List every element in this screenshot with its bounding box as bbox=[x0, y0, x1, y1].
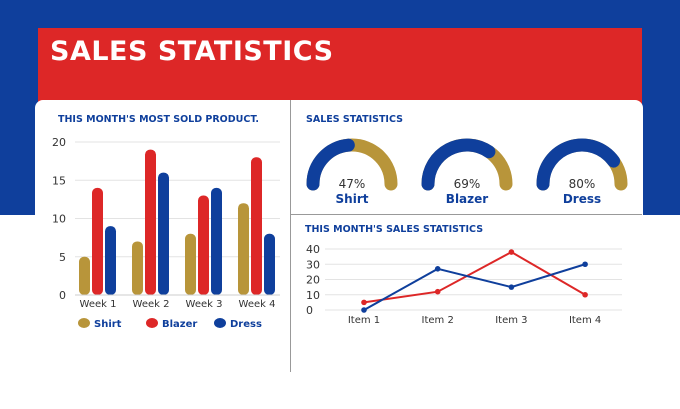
line-y-tick: 10 bbox=[306, 289, 320, 302]
gauge-label: Blazer bbox=[446, 192, 488, 206]
horizontal-divider bbox=[290, 214, 642, 215]
line-y-tick: 20 bbox=[306, 274, 320, 287]
line-y-tick: 0 bbox=[306, 304, 313, 317]
legend-label-dress: Dress bbox=[230, 319, 262, 330]
line-point bbox=[582, 261, 588, 268]
bar-x-tick: Week 1 bbox=[80, 299, 117, 310]
legend-label-shirt: Shirt bbox=[94, 319, 122, 330]
bar-dress bbox=[211, 187, 222, 295]
line-point bbox=[361, 307, 367, 313]
line-point bbox=[361, 299, 367, 306]
gauge-label: Shirt bbox=[336, 192, 369, 206]
line-point bbox=[434, 266, 441, 272]
bar-y-tick: 5 bbox=[59, 251, 66, 264]
gauge-fill-shirt bbox=[306, 138, 355, 191]
legend-marker-dress bbox=[214, 318, 226, 328]
legend-marker-blazer bbox=[146, 318, 158, 328]
line-series-0 bbox=[363, 250, 586, 304]
bar-blazer bbox=[251, 157, 262, 295]
bar-shirt bbox=[185, 233, 196, 295]
line-y-tick: 40 bbox=[306, 243, 320, 256]
bar-y-tick: 15 bbox=[52, 174, 66, 187]
gauge-fill-blazer bbox=[421, 138, 496, 191]
bar-y-tick: 20 bbox=[52, 136, 66, 149]
bar-shirt bbox=[79, 256, 90, 295]
bar-dress bbox=[105, 226, 116, 295]
bar-blazer bbox=[198, 195, 209, 295]
bar-shirt bbox=[132, 241, 143, 295]
bar-dress bbox=[158, 172, 169, 295]
gauge-fill-dress bbox=[536, 138, 621, 191]
line-point bbox=[582, 291, 588, 298]
bar-x-tick: Week 3 bbox=[186, 299, 223, 310]
legend-label-blazer: Blazer bbox=[162, 319, 197, 330]
gauge-label: Dress bbox=[563, 192, 601, 206]
title-banner: SALES STATISTICS bbox=[38, 28, 642, 108]
bar-blazer bbox=[92, 187, 103, 295]
line-x-tick: Item 2 bbox=[422, 315, 454, 326]
bar-shirt bbox=[238, 203, 249, 295]
gauge-percent: 47% bbox=[339, 177, 366, 191]
line-x-tick: Item 4 bbox=[569, 315, 601, 326]
line-x-tick: Item 3 bbox=[495, 315, 527, 326]
bar-x-tick: Week 2 bbox=[133, 299, 170, 310]
bar-y-tick: 10 bbox=[52, 213, 66, 226]
bar-x-tick: Week 4 bbox=[239, 299, 276, 310]
legend-marker-shirt bbox=[78, 318, 90, 328]
line-point bbox=[434, 288, 441, 295]
line-series-1 bbox=[363, 263, 586, 311]
line-y-tick: 30 bbox=[306, 258, 320, 271]
bar-blazer bbox=[145, 149, 156, 295]
gauge-percent: 80% bbox=[569, 177, 596, 191]
gauge-percent: 69% bbox=[454, 177, 481, 191]
line-point bbox=[508, 284, 515, 290]
line-chart-title: THIS MONTH'S SALES STATISTICS bbox=[305, 224, 484, 235]
line-x-tick: Item 1 bbox=[348, 315, 380, 326]
vertical-divider bbox=[290, 100, 291, 372]
bar-dress bbox=[264, 233, 275, 295]
gauge-section-title: SALES STATISTICS bbox=[306, 114, 403, 125]
page-title: SALES STATISTICS bbox=[50, 36, 334, 67]
line-point bbox=[508, 249, 515, 255]
bar-chart-title: THIS MONTH'S MOST SOLD PRODUCT. bbox=[58, 114, 259, 125]
bar-y-tick: 0 bbox=[59, 289, 66, 302]
